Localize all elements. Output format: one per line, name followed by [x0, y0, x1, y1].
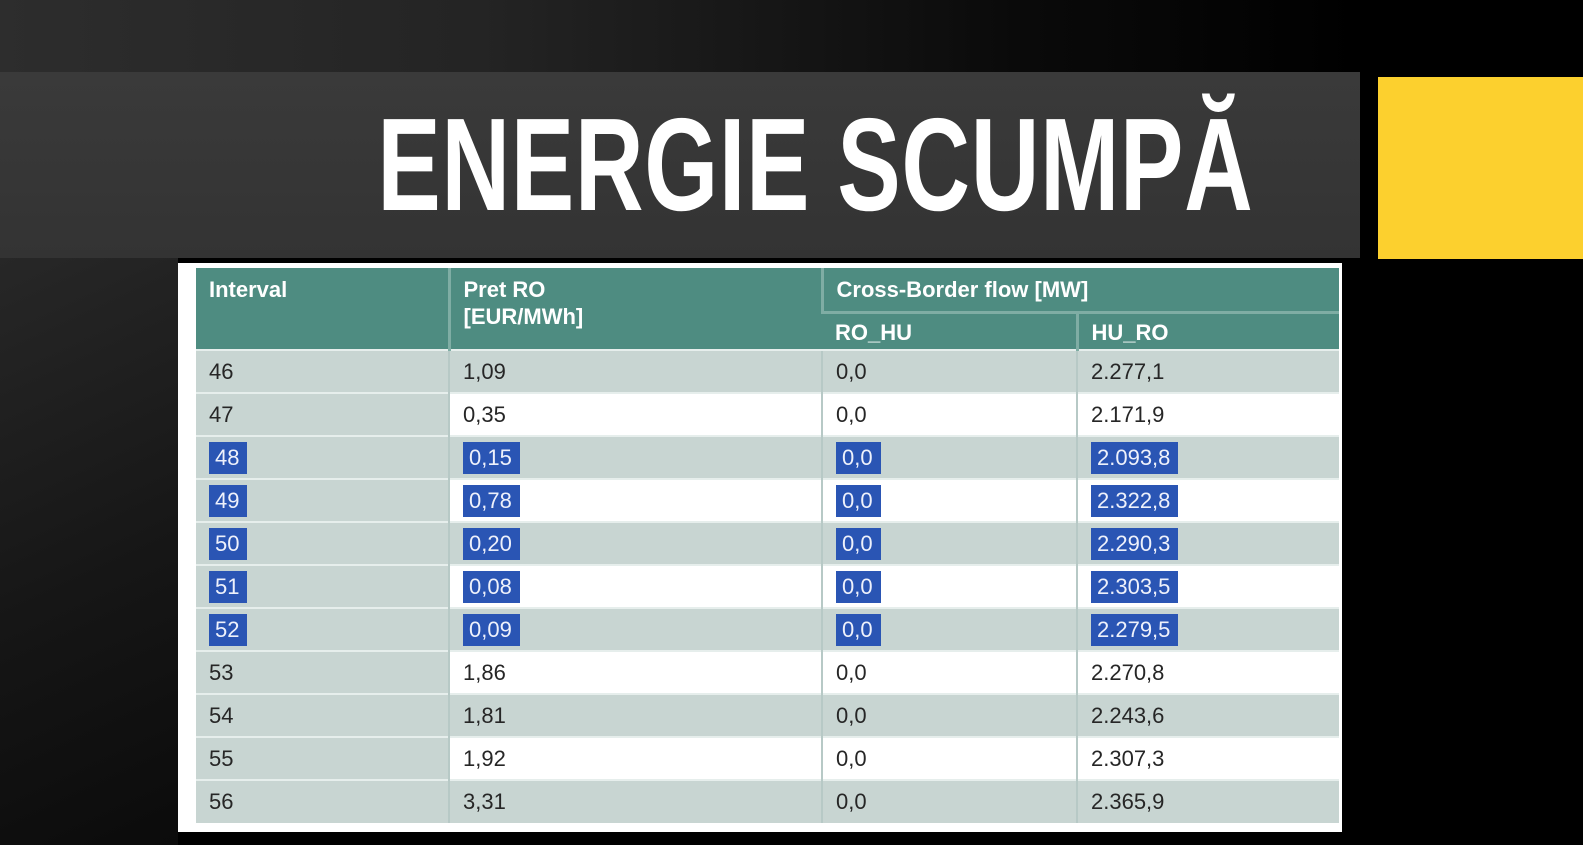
top-background-band: [0, 0, 1362, 72]
cell-hu_ro[interactable]: 2.277,1: [1075, 349, 1340, 393]
left-background-shade: [0, 258, 178, 845]
cell-interval[interactable]: 50: [196, 521, 449, 565]
selected-text-highlight: 0,0: [836, 441, 881, 474]
table-row: 46 1,09 0,0 2.277,1: [196, 349, 1340, 393]
col-header-ro-hu: RO_HU: [822, 312, 1077, 350]
cell-ro_hu[interactable]: 0,0: [821, 521, 1077, 565]
cell-interval[interactable]: 54: [196, 693, 449, 737]
cell-interval[interactable]: 48: [196, 435, 449, 479]
selected-text-highlight: 51: [209, 570, 248, 603]
cell-pret[interactable]: 3,31: [448, 779, 822, 823]
table-row: 51 0,08 0,0 2.303,5: [196, 564, 1340, 608]
cell-ro_hu[interactable]: 0,0: [821, 736, 1077, 780]
cell-pret[interactable]: 1,81: [448, 693, 822, 737]
cell-hu_ro[interactable]: 2.270,8: [1075, 650, 1340, 694]
table-row: 48 0,15 0,0 2.093,8: [196, 435, 1340, 479]
cell-ro_hu[interactable]: 0,0: [821, 478, 1077, 522]
cell-hu_ro[interactable]: 2.279,5: [1075, 607, 1340, 651]
table-row: 47 0,35 0,0 2.171,9: [196, 392, 1340, 436]
cell-pret[interactable]: 0,09: [448, 607, 822, 651]
table-row: 53 1,86 0,0 2.270,8: [196, 650, 1340, 694]
cell-pret[interactable]: 1,86: [448, 650, 822, 694]
table-row: 50 0,20 0,0 2.290,3: [196, 521, 1340, 565]
cell-interval[interactable]: 51: [196, 564, 449, 608]
cell-pret[interactable]: 0,15: [448, 435, 822, 479]
cell-ro_hu[interactable]: 0,0: [821, 607, 1077, 651]
table-row: 52 0,09 0,0 2.279,5: [196, 607, 1340, 651]
cell-pret[interactable]: 0,08: [448, 564, 822, 608]
selected-text-highlight: 2.303,5: [1091, 570, 1179, 603]
cell-hu_ro[interactable]: 2.290,3: [1075, 521, 1340, 565]
table-row: 54 1,81 0,0 2.243,6: [196, 693, 1340, 737]
table-body: 46 1,09 0,0 2.277,1 47 0,35 0,0 2.171,9 48 0,15 0,…: [196, 349, 1340, 823]
selected-text-highlight: 50: [209, 527, 248, 560]
col-header-cross-border-flow: Cross-Border flow [MW]: [820, 268, 1340, 314]
selected-text-highlight: 48: [209, 441, 248, 474]
table-row: 55 1,92 0,0 2.307,3: [196, 736, 1340, 780]
selected-text-highlight: 0,0: [836, 613, 881, 646]
cell-interval[interactable]: 46: [196, 349, 449, 393]
selected-text-highlight: 0,15: [463, 441, 520, 474]
selected-text-highlight: 0,20: [463, 527, 520, 560]
cell-pret[interactable]: 1,92: [448, 736, 822, 780]
selected-text-highlight: 2.290,3: [1091, 527, 1179, 560]
cell-ro_hu[interactable]: 0,0: [821, 693, 1077, 737]
cell-ro_hu[interactable]: 0,0: [821, 435, 1077, 479]
cell-hu_ro[interactable]: 2.243,6: [1075, 693, 1340, 737]
col-header-hu-ro: HU_RO: [1075, 312, 1340, 350]
cell-hu_ro[interactable]: 2.307,3: [1075, 736, 1340, 780]
cell-interval[interactable]: 56: [196, 779, 449, 823]
selected-text-highlight: 2.279,5: [1091, 613, 1179, 646]
cell-pret[interactable]: 0,35: [448, 392, 822, 436]
cell-interval[interactable]: 52: [196, 607, 449, 651]
cell-pret[interactable]: 0,20: [448, 521, 822, 565]
selected-text-highlight: 0,0: [836, 527, 881, 560]
selected-text-highlight: 0,08: [463, 570, 520, 603]
cell-ro_hu[interactable]: 0,0: [821, 650, 1077, 694]
table-row: 49 0,78 0,0 2.322,8: [196, 478, 1340, 522]
cell-pret[interactable]: 0,78: [448, 478, 822, 522]
cell-ro_hu[interactable]: 0,0: [821, 349, 1077, 393]
col-header-pret-ro: Pret RO [EUR/MWh]: [447, 268, 822, 350]
selected-text-highlight: 0,09: [463, 613, 520, 646]
page-title: ENERGIE SCUMPĂ: [376, 91, 1254, 238]
cell-hu_ro[interactable]: 2.303,5: [1075, 564, 1340, 608]
cell-interval[interactable]: 49: [196, 478, 449, 522]
table-row: 56 3,31 0,0 2.365,9: [196, 779, 1340, 823]
selected-text-highlight: 0,78: [463, 484, 520, 517]
cell-ro_hu[interactable]: 0,0: [821, 392, 1077, 436]
cell-hu_ro[interactable]: 2.093,8: [1075, 435, 1340, 479]
col-header-interval: Interval: [196, 268, 449, 350]
cell-hu_ro[interactable]: 2.171,9: [1075, 392, 1340, 436]
selected-text-highlight: 52: [209, 613, 248, 646]
selected-text-highlight: 0,0: [836, 570, 881, 603]
cell-interval[interactable]: 53: [196, 650, 449, 694]
accent-yellow-block: [1378, 77, 1583, 259]
table-frame: Interval Pret RO [EUR/MWh] Cross-Border …: [178, 263, 1342, 832]
cell-hu_ro[interactable]: 2.322,8: [1075, 478, 1340, 522]
selected-text-highlight: 49: [209, 484, 248, 517]
data-table: Interval Pret RO [EUR/MWh] Cross-Border …: [196, 268, 1340, 823]
selected-text-highlight: 2.093,8: [1091, 441, 1179, 474]
cell-interval[interactable]: 47: [196, 392, 449, 436]
cell-ro_hu[interactable]: 0,0: [821, 779, 1077, 823]
cell-interval[interactable]: 55: [196, 736, 449, 780]
selected-text-highlight: 0,0: [836, 484, 881, 517]
cell-hu_ro[interactable]: 2.365,9: [1075, 779, 1340, 823]
cell-pret[interactable]: 1,09: [448, 349, 822, 393]
cell-ro_hu[interactable]: 0,0: [821, 564, 1077, 608]
title-banner: ENERGIE SCUMPĂ: [0, 72, 1360, 258]
selected-text-highlight: 2.322,8: [1091, 484, 1179, 517]
